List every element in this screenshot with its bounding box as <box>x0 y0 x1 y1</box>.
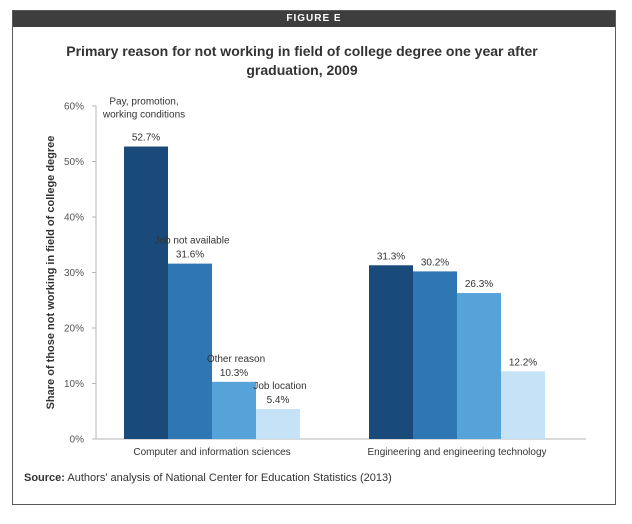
y-tick-label: 60% <box>64 102 84 113</box>
series-label: Job not available <box>154 236 229 247</box>
figure-label: FIGURE E <box>13 11 615 27</box>
y-tick-label: 30% <box>64 268 84 279</box>
chart-title: Primary reason for not working in field … <box>66 43 538 78</box>
data-label: 52.7% <box>132 133 160 144</box>
data-label: 26.3% <box>465 279 493 290</box>
bar <box>413 271 457 439</box>
series-label: Job location <box>253 381 306 392</box>
bar <box>369 265 413 439</box>
bar <box>457 293 501 439</box>
bar <box>501 371 545 439</box>
data-label: 12.2% <box>509 357 537 368</box>
bar <box>212 381 256 439</box>
bar <box>256 409 300 439</box>
series-label: Other reason <box>207 354 265 365</box>
y-tick-label: 20% <box>64 324 84 335</box>
y-tick-label: 50% <box>64 157 84 168</box>
source-label: Source: <box>24 472 65 484</box>
category-label: Computer and information sciences <box>133 447 290 458</box>
category-label: Engineering and engineering technology <box>367 447 546 458</box>
y-axis-label: Share of those not working in field of c… <box>45 136 57 410</box>
bar <box>124 146 168 439</box>
figure-frame: FIGURE E <box>12 10 616 505</box>
y-tick-label: 0% <box>70 435 85 446</box>
data-label: 10.3% <box>220 368 248 379</box>
y-tick-label: 40% <box>64 213 84 224</box>
data-label: 31.3% <box>377 251 405 262</box>
series-label-line: working conditions <box>102 110 185 121</box>
data-label: 5.4% <box>267 395 290 406</box>
bar <box>168 263 212 439</box>
data-label: 31.6% <box>176 250 204 261</box>
source-note: Source: Authors' analysis of National Ce… <box>24 472 392 484</box>
y-tick-label: 10% <box>64 379 84 390</box>
source-text: Authors' analysis of National Center for… <box>67 472 392 484</box>
data-label: 30.2% <box>421 257 449 268</box>
series-label-line: Pay, promotion, <box>109 97 178 108</box>
